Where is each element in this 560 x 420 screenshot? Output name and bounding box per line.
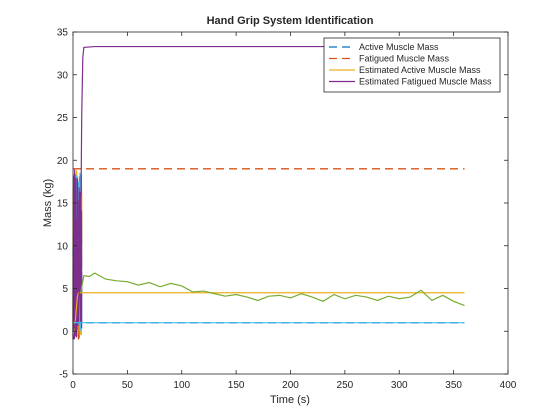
transient-trace bbox=[72, 169, 83, 340]
y-tick-label: 10 bbox=[57, 241, 69, 252]
y-tick-label: 25 bbox=[57, 113, 69, 124]
x-tick-label: 200 bbox=[282, 380, 299, 391]
x-tick-label: 0 bbox=[70, 380, 76, 391]
y-tick-label: -5 bbox=[59, 370, 68, 381]
x-tick-label: 300 bbox=[391, 380, 408, 391]
series-line-6 bbox=[80, 272, 465, 307]
x-tick-label: 250 bbox=[337, 380, 354, 391]
legend-label: Fatigued Muscle Mass bbox=[359, 54, 450, 64]
legend-label: Estimated Active Muscle Mass bbox=[359, 65, 481, 75]
chart-title: Hand Grip System Identification bbox=[207, 15, 374, 27]
x-axis-label: Time (s) bbox=[270, 394, 310, 406]
legend-label: Active Muscle Mass bbox=[359, 42, 439, 52]
x-tick-label: 150 bbox=[228, 380, 245, 391]
y-tick-label: 30 bbox=[57, 70, 69, 81]
y-tick-label: 35 bbox=[57, 28, 69, 39]
y-tick-label: 20 bbox=[57, 156, 69, 167]
legend-box bbox=[323, 37, 501, 93]
x-tick-label: 400 bbox=[500, 380, 517, 391]
x-tick-label: 100 bbox=[173, 380, 190, 391]
y-tick-label: 15 bbox=[57, 199, 69, 210]
y-axis-label: Mass (kg) bbox=[42, 179, 54, 227]
y-tick-label: 5 bbox=[62, 284, 68, 295]
series-line-4 bbox=[72, 45, 465, 332]
plot-area bbox=[72, 45, 465, 340]
x-tick-label: 350 bbox=[445, 380, 462, 391]
y-tick-label: 0 bbox=[62, 327, 68, 338]
x-tick-label: 50 bbox=[122, 380, 134, 391]
legend-label: Estimated Fatigued Muscle Mass bbox=[359, 77, 492, 87]
